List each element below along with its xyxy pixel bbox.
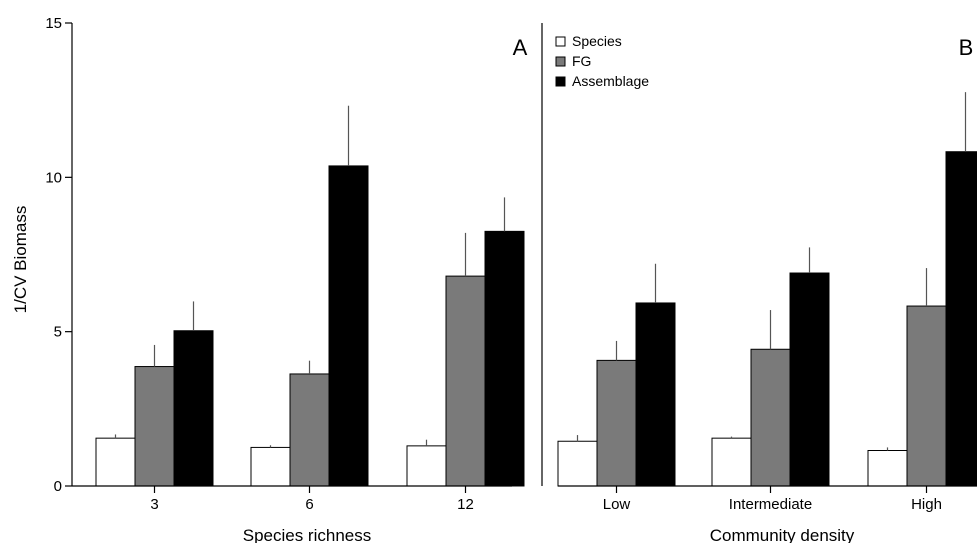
y-tick-label: 5	[54, 324, 62, 341]
legend: Species FG Assemblage	[555, 33, 649, 89]
x-tick-label: 3	[150, 496, 158, 513]
bar-species	[711, 437, 752, 487]
bar-fg	[134, 366, 175, 487]
bar-assemblage	[484, 230, 525, 487]
y-tick-label: 0	[54, 478, 62, 495]
bar-assemblage	[789, 272, 830, 487]
bar-species	[867, 450, 908, 487]
bar-species	[250, 446, 291, 487]
y-tick-label: 15	[45, 15, 62, 32]
x-tick-label: Intermediate	[729, 496, 812, 513]
bar-species	[95, 437, 136, 487]
x-axis-title: Species richness	[243, 526, 372, 543]
bar-fg	[289, 373, 330, 487]
x-tick-label: Low	[603, 496, 631, 513]
panel-label: B	[959, 35, 974, 60]
legend-entry: Species	[572, 33, 622, 49]
legend-swatch	[555, 76, 566, 87]
bar-fg	[596, 359, 637, 487]
bar-fg	[445, 275, 486, 487]
bar-assemblage	[945, 151, 977, 487]
bar-fg	[906, 305, 947, 487]
bar-assemblage	[173, 330, 214, 487]
bar-assemblage	[635, 302, 676, 487]
x-tick-label: High	[911, 496, 942, 513]
x-tick-label: 12	[457, 496, 474, 513]
y-axis-title: 1/CV Biomass	[11, 206, 30, 314]
bar-species	[406, 445, 447, 487]
x-tick-label: 6	[305, 496, 313, 513]
legend-swatch	[555, 56, 566, 67]
bar-fg	[750, 348, 791, 487]
bar-species	[557, 440, 598, 487]
y-tick-label: 10	[45, 169, 62, 186]
legend-swatch	[555, 36, 566, 47]
x-axis-title: Community density	[710, 526, 855, 543]
legend-entry: Assemblage	[572, 73, 649, 89]
bar-assemblage	[328, 165, 369, 487]
legend-entry: FG	[572, 53, 591, 69]
panel-label: A	[513, 35, 528, 60]
